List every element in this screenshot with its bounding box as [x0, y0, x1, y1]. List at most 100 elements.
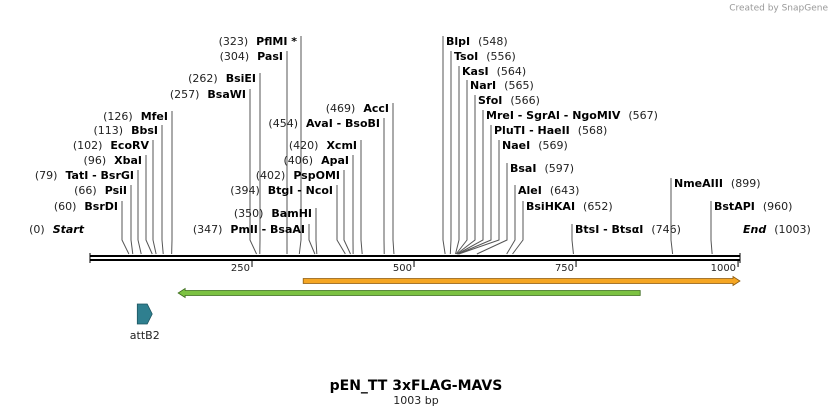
site-position: (126) [103, 110, 133, 123]
site-line [137, 170, 142, 255]
site-label: (347) PmlI - BsaAI [193, 223, 305, 236]
site-label: (262) BsiEI [188, 72, 256, 85]
site-position: (96) [84, 154, 107, 167]
site-name: PflMI * [256, 35, 297, 48]
site-position: (566) [510, 94, 540, 107]
site-label: (402) PspOMI [256, 169, 340, 182]
site-label: (66) PsiI [74, 184, 127, 197]
site-label: BlpI (548) [446, 35, 508, 48]
site-position: (556) [486, 50, 516, 63]
ruler-tick-label: 1000 [711, 263, 736, 274]
site-line [343, 170, 351, 255]
site-line [455, 66, 460, 255]
site-label: NmeAIII (899) [674, 177, 761, 190]
title: pEN_TT 3xFLAG-MAVS [330, 378, 503, 394]
site-label: (350) BamHI [234, 207, 312, 220]
site-name: BlpI [446, 35, 470, 48]
feature [136, 303, 153, 325]
site-name: BstAPI [714, 200, 755, 213]
site-line [506, 185, 516, 255]
site-name: BsiEI [226, 72, 256, 85]
site-position: (1003) [774, 223, 811, 236]
site-name: BsiHKAI [526, 200, 575, 213]
site-name: NmeAIII [674, 177, 723, 190]
site-position: (564) [497, 65, 527, 78]
feature-label: attB2 [130, 329, 160, 342]
site-line [710, 201, 713, 255]
site-label: (60) BsrDI [54, 200, 118, 213]
site-position: (567) [628, 109, 658, 122]
site-label: (406) ApaI [284, 154, 350, 167]
site-label: (454) AvaI - BsoBI [268, 117, 380, 130]
site-line [360, 140, 363, 255]
site-label: BtsI - BtsαI (746) [575, 223, 681, 236]
site-label: (257) BsaWI [170, 88, 246, 101]
watermark: Created by SnapGene [729, 4, 828, 14]
site-label: KasI (564) [462, 65, 526, 78]
feature [177, 287, 641, 299]
site-label: BsaI (597) [510, 162, 574, 175]
site-line [298, 36, 302, 255]
site-position: (652) [583, 200, 613, 213]
site-label: (469) AccI [326, 102, 389, 115]
site-name: BtgI - NcoI [268, 184, 333, 197]
site-line [512, 201, 524, 255]
site-line [152, 140, 157, 255]
site-position: (548) [478, 35, 508, 48]
site-name: AvaI - BsoBI [306, 117, 380, 130]
site-line [315, 208, 318, 255]
site-line [455, 80, 468, 255]
site-position: (66) [74, 184, 97, 197]
site-position: (113) [94, 124, 124, 137]
site-line [130, 185, 134, 255]
site-line [458, 140, 500, 255]
site-label: PluTI - HaeII (568) [494, 124, 607, 137]
site-name: Start [53, 223, 85, 236]
site-name: AleI [518, 184, 542, 197]
site-line [308, 224, 316, 255]
site-name: MreI - SgrAI - NgoMIV [486, 109, 621, 122]
site-label: (420) XcmI [289, 139, 357, 152]
site-name: NarI [470, 79, 496, 92]
site-label: (126) MfeI [103, 110, 168, 123]
site-name: KasI [462, 65, 489, 78]
site-position: (257) [170, 88, 200, 101]
site-label: MreI - SgrAI - NgoMIV (567) [486, 109, 658, 122]
site-position: (323) [219, 35, 249, 48]
site-line [571, 224, 574, 255]
site-name: XbaI [114, 154, 142, 167]
site-name: BsaWI [207, 88, 246, 101]
site-line [249, 89, 258, 255]
site-position: (347) [193, 223, 223, 236]
site-line [442, 36, 446, 255]
site-name: PluTI - HaeII [494, 124, 570, 137]
site-position: (899) [731, 177, 761, 190]
site-position: (746) [651, 223, 681, 236]
site-label: SfoI (566) [478, 94, 540, 107]
site-position: (454) [268, 117, 298, 130]
ruler [90, 255, 740, 257]
feature [302, 275, 741, 287]
length-label: 1003 bp [393, 394, 438, 407]
site-position: (960) [763, 200, 793, 213]
site-position: (350) [234, 207, 264, 220]
site-label: (304) PasI [220, 50, 283, 63]
site-name: NaeI [502, 139, 530, 152]
site-label: (102) EcoRV [73, 139, 150, 152]
site-position: (406) [284, 154, 314, 167]
site-position: (102) [73, 139, 103, 152]
site-position: (0) [29, 223, 45, 236]
site-label: (79) TatI - BsrGI [35, 169, 134, 182]
site-label: NaeI (569) [502, 139, 568, 152]
site-position: (262) [188, 72, 218, 85]
site-label: BstAPI (960) [714, 200, 792, 213]
site-position: (60) [54, 200, 77, 213]
site-position: (304) [220, 50, 250, 63]
site-name: End [743, 223, 766, 236]
site-name: AccI [363, 102, 389, 115]
site-name: BamHI [271, 207, 312, 220]
site-name: ApaI [321, 154, 349, 167]
site-line [336, 185, 346, 255]
ruler-tick-label: 250 [231, 263, 250, 274]
